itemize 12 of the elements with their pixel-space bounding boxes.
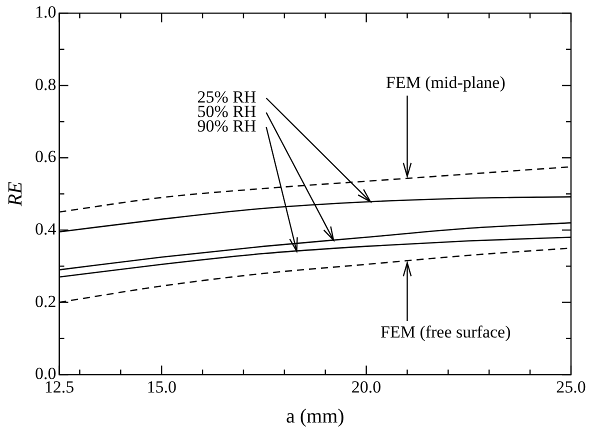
x-tick-label: 20.0: [351, 377, 382, 396]
y-tick-label: 0.2: [35, 292, 56, 311]
x-tick-label: 25.0: [556, 377, 586, 396]
y-axis-title: RE: [4, 182, 26, 208]
y-tick-label: 0.6: [35, 147, 56, 166]
x-axis-title: a (mm): [286, 405, 344, 428]
x-tick-label: 15.0: [146, 377, 176, 396]
y-tick-label: 0.8: [35, 74, 56, 94]
y-tick-label: 0.4: [35, 220, 57, 239]
text: FEM (free surface): [380, 322, 511, 342]
text: FEM (mid-plane): [386, 73, 506, 92]
y-tick-label: 1.0: [35, 2, 56, 22]
